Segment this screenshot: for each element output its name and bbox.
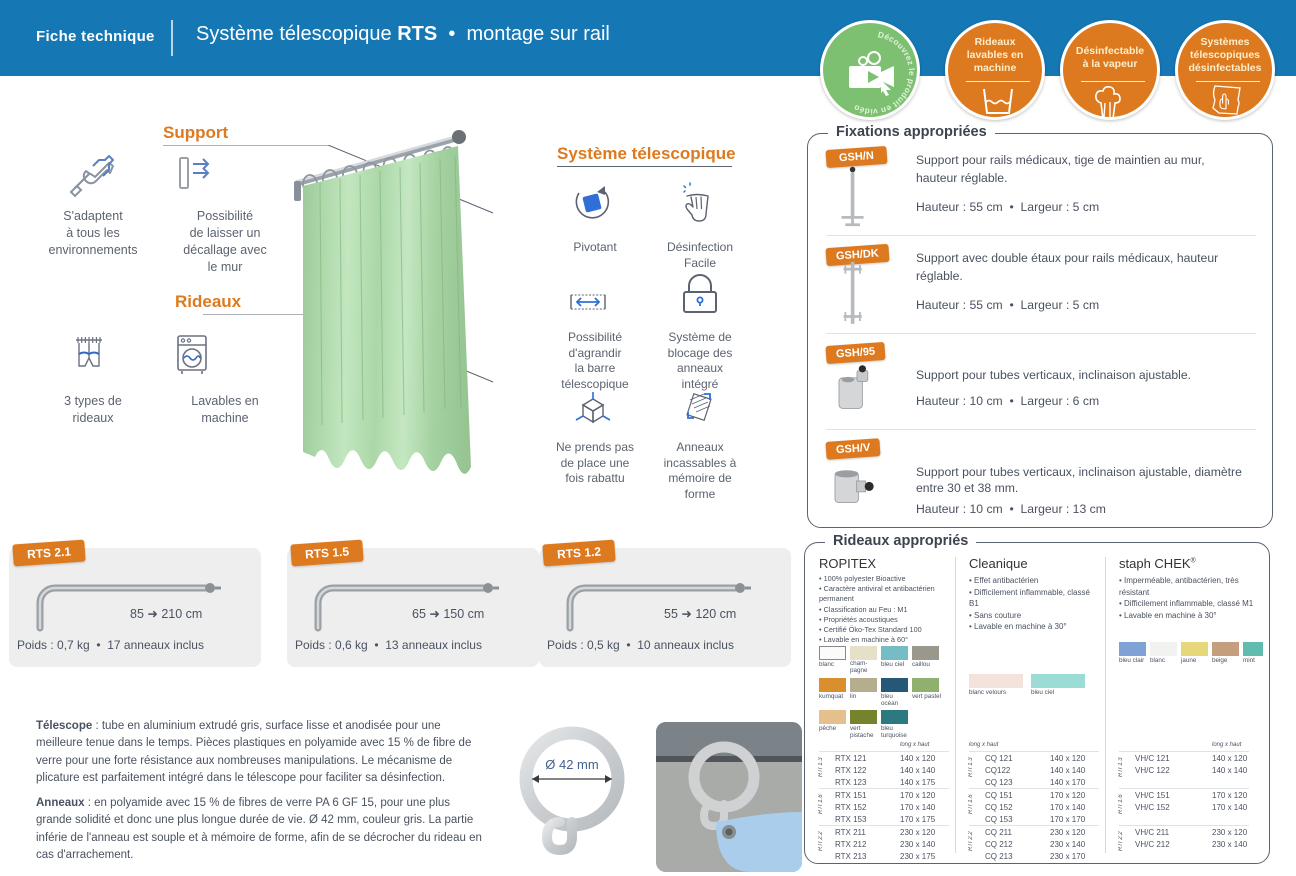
svg-text:Ø 42 mm: Ø 42 mm bbox=[545, 757, 598, 772]
